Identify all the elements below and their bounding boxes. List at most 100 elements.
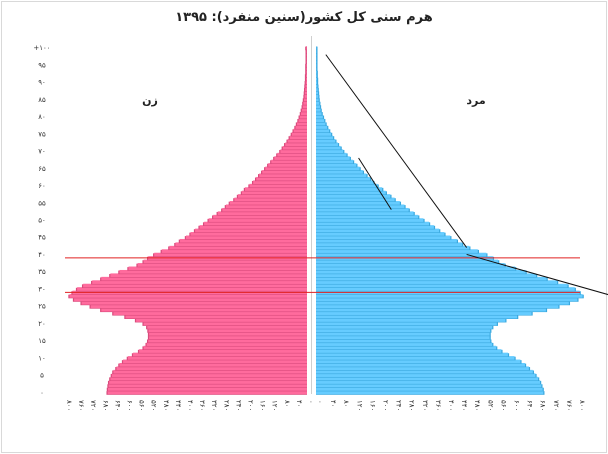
female-bar — [262, 170, 307, 174]
trend-line — [325, 54, 468, 248]
female-bar — [137, 263, 307, 267]
x-tick-label: ۴۸۰ — [162, 400, 170, 411]
female-bar — [128, 266, 307, 271]
female-bar — [305, 80, 307, 85]
female-bar — [169, 245, 307, 250]
x-tick-label: ۸۰ — [342, 400, 350, 408]
y-tick-label: ۵ — [40, 372, 44, 380]
x-tick-label: ۸۰۰ — [578, 400, 586, 411]
female-bar — [139, 349, 307, 353]
x-tick-label: ۷۶۰ — [565, 400, 573, 411]
female-bar — [222, 207, 307, 212]
female-bar — [265, 166, 307, 171]
male-bar — [316, 283, 568, 288]
female-bar — [195, 228, 307, 233]
female-bar — [108, 383, 307, 388]
y-tick-label: ۰ — [40, 389, 44, 397]
male-bar — [316, 135, 334, 140]
female-bar — [303, 101, 307, 105]
female-bar — [217, 211, 307, 216]
female-bar — [208, 218, 307, 222]
male-bar-shadow — [316, 74, 318, 78]
male-bar — [316, 359, 521, 364]
male-bar — [316, 176, 371, 181]
male-bar — [316, 304, 559, 309]
male-bar — [316, 221, 429, 226]
male-bar — [316, 197, 395, 202]
y-tick-label: ۹۰ — [38, 79, 46, 87]
male-bar — [316, 300, 569, 305]
male-bar — [316, 194, 391, 198]
female-bar — [77, 287, 307, 291]
female-bar — [125, 314, 307, 319]
male-bar — [316, 338, 491, 343]
x-tick-label: ۴۰۰ — [186, 400, 194, 411]
male-side-label: مرد — [466, 94, 485, 107]
female-bar — [244, 187, 307, 191]
y-tick-label: ۶۰ — [38, 182, 46, 190]
female-bar-shadow — [305, 70, 307, 75]
female-bar — [253, 180, 307, 185]
x-tick-label: ۳۶۰ — [198, 400, 206, 411]
y-tick-label: ۱۰ — [38, 354, 46, 362]
female-bar — [297, 121, 307, 126]
male-bar — [316, 331, 490, 336]
male-bar — [316, 80, 317, 85]
female-bar — [268, 163, 307, 167]
x-tick-label: ۴۰۰ — [447, 400, 455, 411]
male-bar — [316, 321, 497, 326]
male-bar — [316, 166, 360, 171]
y-tick-label: ۵۵ — [38, 199, 46, 207]
x-tick-label: ۲۴۰ — [395, 400, 403, 411]
male-bar — [316, 249, 478, 253]
x-tick-label: ۲۰۰ — [247, 400, 255, 411]
male-bar-shadow — [316, 56, 318, 61]
male-bar — [316, 201, 400, 205]
male-bar — [316, 280, 558, 284]
male-bar — [316, 149, 344, 154]
female-bar — [146, 342, 307, 346]
y-tick-label: ۳۵ — [38, 268, 46, 276]
female-bar — [119, 362, 307, 367]
x-tick-label: ۷۲۰ — [552, 400, 560, 411]
female-bar — [101, 307, 307, 312]
female-bar-shadow — [305, 60, 307, 65]
female-bar — [259, 173, 307, 178]
male-bar — [316, 183, 378, 188]
male-bar-shadow — [316, 67, 318, 71]
x-tick-label: ۷۲۰ — [89, 400, 97, 411]
male-bar — [316, 328, 491, 333]
x-tick-label: ۳۲۰ — [210, 400, 218, 411]
female-bar — [74, 297, 307, 302]
female-bar — [306, 63, 307, 67]
trend-line — [358, 157, 392, 210]
x-tick-label: ۶۰۰ — [126, 400, 134, 411]
female-bar — [190, 232, 307, 236]
y-tick-label: ۷۰ — [38, 148, 46, 156]
female-bar — [111, 373, 307, 377]
male-bar — [316, 170, 363, 174]
x-tick-label: ۵۲۰ — [150, 400, 158, 411]
female-bar — [289, 135, 307, 140]
female-bar — [110, 273, 307, 278]
female-bar-shadow — [305, 56, 307, 61]
female-bar — [249, 183, 307, 188]
female-bar-shadow — [305, 53, 307, 58]
female-bar — [179, 238, 307, 243]
female-bar — [186, 235, 307, 240]
male-bar — [316, 228, 440, 233]
male-bar — [316, 259, 499, 264]
female-bar — [133, 352, 307, 357]
female-bar — [282, 145, 307, 150]
female-bar — [109, 380, 307, 384]
female-bar — [119, 269, 307, 274]
female-bar — [107, 387, 307, 391]
female-bar — [306, 73, 307, 78]
male-bar — [316, 266, 516, 271]
y-tick-label: ۷۵ — [38, 130, 46, 138]
y-tick-label: ۴۵ — [38, 234, 46, 242]
male-bar — [316, 108, 321, 112]
male-bar — [316, 263, 505, 267]
female-bar — [143, 345, 307, 350]
male-bar — [316, 383, 542, 388]
